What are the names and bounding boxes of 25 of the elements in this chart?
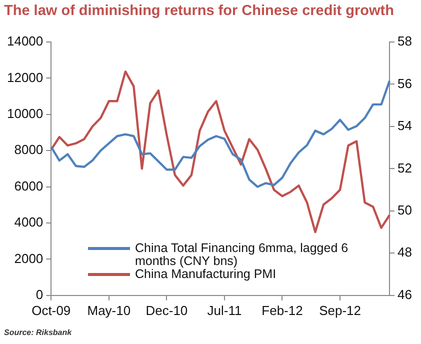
x-tick-label: Oct-09: [32, 302, 71, 318]
y-tick-label: 12000: [6, 70, 44, 85]
x-tick-label: Sep-12: [319, 302, 361, 318]
x-tick-label: Jul-11: [207, 302, 242, 318]
y2-tick-label: 56: [398, 76, 412, 91]
x-tick-label: Dec-10: [146, 302, 188, 318]
y2-tick-label: 54: [398, 118, 412, 134]
y-tick-label: 6000: [14, 178, 44, 194]
y-tick-label: 2000: [14, 250, 44, 266]
chart-title: The law of diminishing returns for Chinese credit growth: [4, 3, 394, 19]
y2-tick-label: 48: [398, 244, 412, 260]
y2-tick-label: 46: [398, 286, 412, 302]
source-note: Source: Riksbank: [4, 328, 72, 337]
y-tick-label: 0: [36, 286, 44, 302]
y-tick-label: 14000: [6, 34, 44, 49]
y2-tick-label: 50: [398, 202, 412, 218]
x-tick-label: May-10: [87, 302, 131, 318]
legend-label: China Manufacturing PMI: [135, 267, 276, 281]
x-tick-label: Feb-12: [262, 302, 303, 318]
y-tick-label: 8000: [14, 142, 44, 158]
y-tick-label: 4000: [14, 214, 44, 230]
legend-label: China Total Financing 6mma, lagged 6 months (CNY bns): [135, 241, 350, 268]
y-tick-label: 10000: [6, 106, 44, 121]
y2-tick-label: 52: [398, 160, 412, 176]
y2-tick-label: 58: [398, 34, 412, 49]
